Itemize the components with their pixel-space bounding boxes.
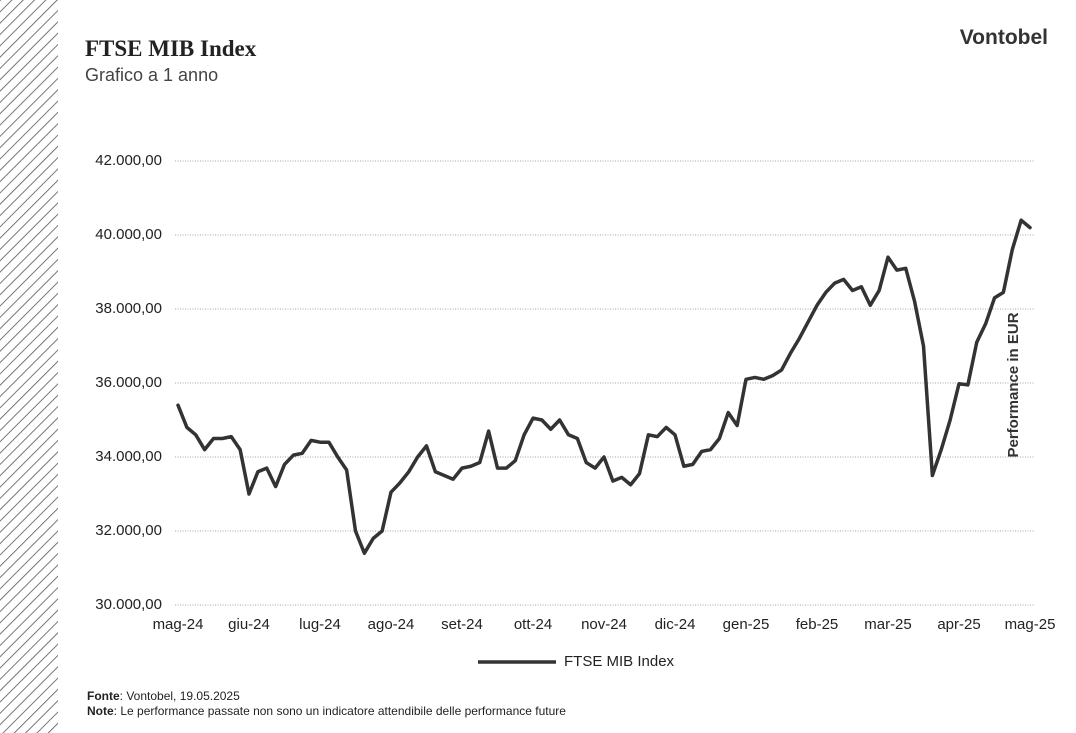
hatched-strip: [0, 0, 58, 733]
x-tick-label: dic-24: [655, 616, 696, 633]
x-tick-label: apr-25: [937, 616, 980, 633]
x-tick-label: mag-25: [1005, 616, 1056, 633]
x-tick-label: mag-24: [153, 616, 204, 633]
x-tick-label: ott-24: [514, 616, 552, 633]
note-text: : Le performance passate non sono un ind…: [114, 704, 567, 718]
x-tick-label: set-24: [441, 616, 483, 633]
y-tick-label: 36.000,00: [95, 374, 162, 391]
source-label: Fonte: [87, 689, 120, 703]
y-tick-label: 40.000,00: [95, 226, 162, 243]
x-tick-label: mar-25: [864, 616, 912, 633]
chart-title: FTSE MIB Index: [85, 36, 257, 61]
disclaimer-note: Note: Le performance passate non sono un…: [87, 704, 566, 718]
y-axis-label: Performance in EUR: [1005, 312, 1022, 457]
x-tick-label: gen-25: [723, 616, 770, 633]
data-line: [176, 218, 1032, 555]
x-tick-label: giu-24: [228, 616, 270, 633]
source-note: Fonte: Vontobel, 19.05.2025: [87, 689, 240, 703]
x-tick-label: lug-24: [299, 616, 341, 633]
source-text: : Vontobel, 19.05.2025: [120, 689, 240, 703]
x-tick-label: ago-24: [368, 616, 415, 633]
y-tick-label: 30.000,00: [95, 596, 162, 613]
brand-logo: Vontobel: [960, 26, 1048, 49]
chart-subtitle: Grafico a 1 anno: [85, 65, 218, 85]
x-tick-label: nov-24: [581, 616, 627, 633]
legend-label: FTSE MIB Index: [564, 653, 675, 670]
y-tick-label: 38.000,00: [95, 300, 162, 317]
x-tick-label: feb-25: [796, 616, 839, 633]
y-tick-label: 34.000,00: [95, 448, 162, 465]
note-label: Note: [87, 704, 114, 718]
y-tick-label: 32.000,00: [95, 522, 162, 539]
y-tick-label: 42.000,00: [95, 152, 162, 169]
